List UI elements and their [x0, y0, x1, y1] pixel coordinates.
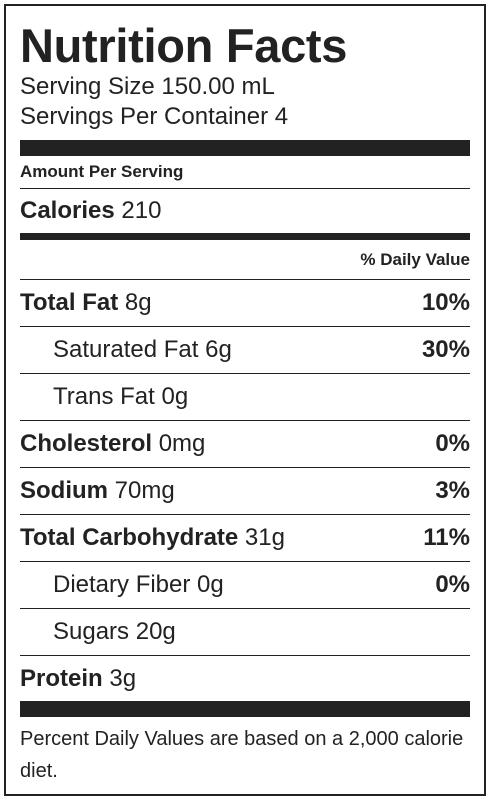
nutrient-row-total-fat: Total Fat 8g 10%	[20, 280, 470, 327]
nutrient-amount: 70mg	[114, 477, 175, 504]
daily-value-header: % Daily Value	[20, 240, 470, 280]
nutrient-amount: 31g	[244, 524, 285, 551]
nutrient-row-protein: Protein 3g	[20, 656, 470, 701]
nutrient-percent: 30%	[421, 336, 470, 363]
calories-value: 210	[121, 197, 162, 224]
medium-divider	[20, 233, 470, 240]
nutrient-percent: 0%	[435, 571, 470, 598]
footnote: Percent Daily Values are based on a 2,00…	[20, 728, 464, 782]
amount-per-serving: Amount Per Serving	[20, 156, 470, 189]
nutrient-name: Cholesterol	[20, 430, 153, 457]
nutrient-name: Dietary Fiber	[53, 571, 191, 598]
servings-per-container: Servings Per Container 4	[20, 103, 289, 130]
nutrient-percent: 0%	[435, 430, 470, 457]
nutrient-amount: 0g	[161, 383, 189, 410]
label-title: Nutrition Facts	[20, 19, 348, 72]
nutrient-name: Sodium	[20, 477, 108, 504]
nutrient-percent: 10%	[421, 289, 470, 316]
nutrient-row-total-carbohydrate: Total Carbohydrate 31g 11%	[20, 515, 470, 562]
nutrient-amount: 0g	[197, 571, 224, 598]
nutrient-row-saturated-fat: Saturated Fat 6g 30%	[20, 327, 470, 374]
nutrient-amount: 6g	[205, 336, 232, 363]
nutrient-row-sodium: Sodium 70mg 3%	[20, 468, 470, 515]
nutrient-name: Saturated Fat	[53, 336, 199, 363]
thick-divider	[20, 140, 470, 156]
nutrient-name: Protein	[20, 664, 103, 692]
nutrient-row-trans-fat: Trans Fat 0g	[20, 374, 470, 421]
nutrient-name: Sugars	[53, 618, 130, 645]
nutrient-name: Total Fat	[20, 289, 119, 316]
nutrient-percent: 11%	[423, 524, 470, 551]
nutrient-percent: 3%	[435, 477, 470, 504]
calories-label: Calories	[20, 197, 115, 224]
nutrient-name: Trans Fat	[53, 383, 155, 410]
nutrient-row-sugars: Sugars 20g	[20, 609, 470, 656]
nutrition-facts-label: Nutrition Facts Serving Size 150.00 mL S…	[4, 4, 486, 796]
thick-divider-bottom	[20, 701, 470, 717]
calories-row: Calories 210	[20, 189, 470, 233]
serving-size: Serving Size 150.00 mL	[20, 73, 275, 100]
nutrient-amount: 8g	[124, 289, 152, 316]
nutrient-row-dietary-fiber: Dietary Fiber 0g 0%	[20, 562, 470, 609]
nutrient-amount: 3g	[109, 664, 137, 692]
nutrient-row-cholesterol: Cholesterol 0mg 0%	[20, 421, 470, 468]
nutrient-amount: 0mg	[158, 430, 206, 457]
nutrient-name: Total Carbohydrate	[20, 524, 239, 551]
nutrient-amount: 20g	[135, 618, 176, 645]
